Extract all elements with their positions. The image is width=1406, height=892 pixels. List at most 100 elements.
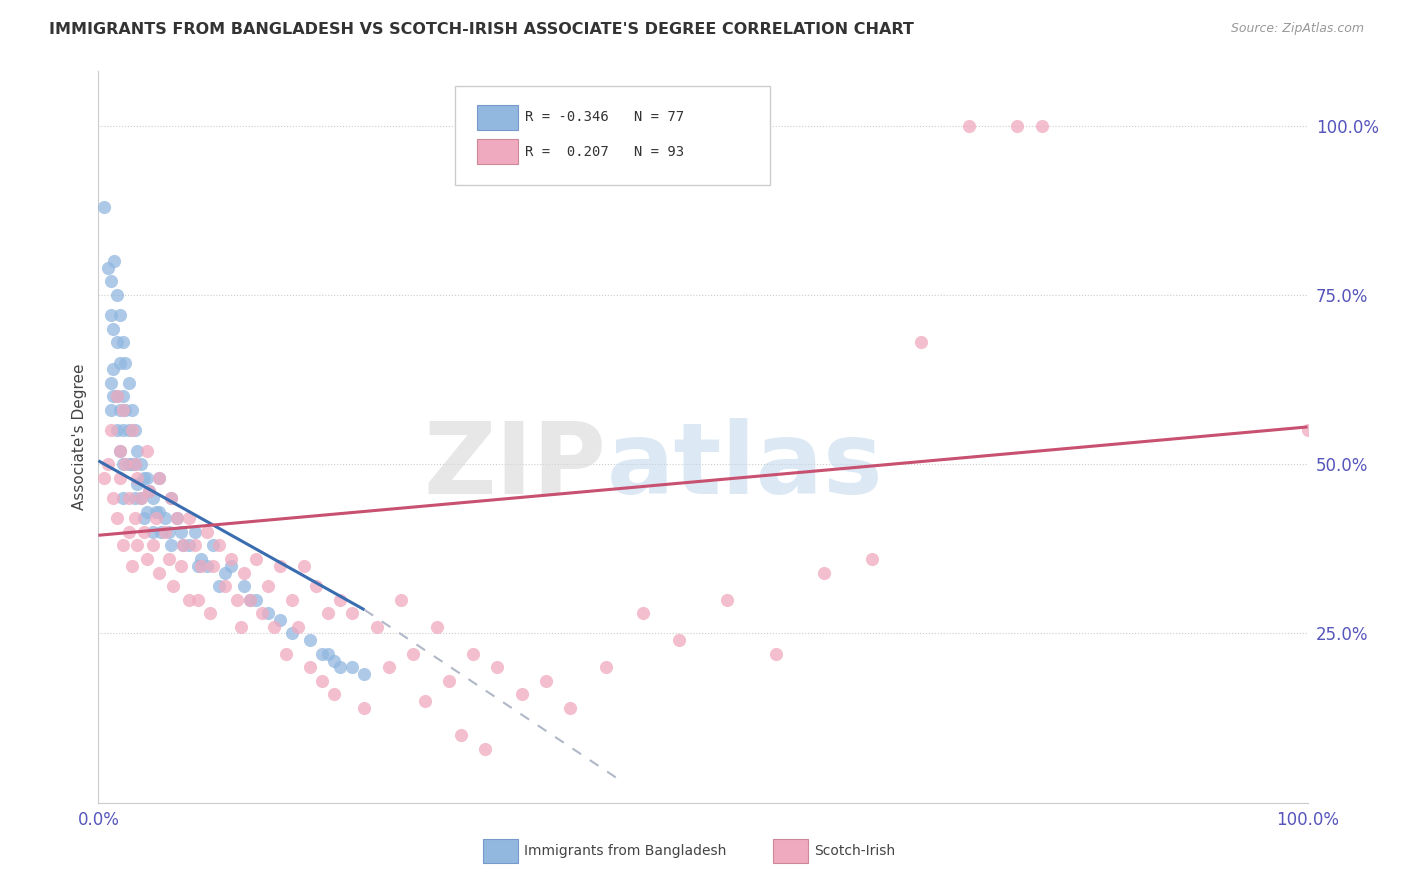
Point <box>232 566 254 580</box>
Point <box>124 423 146 437</box>
Text: R = -0.346   N = 77: R = -0.346 N = 77 <box>526 111 685 125</box>
Point <box>127 477 149 491</box>
Point <box>813 566 835 580</box>
Point <box>292 558 315 573</box>
Point <box>160 491 183 505</box>
Point <box>101 362 124 376</box>
Point <box>1296 423 1319 437</box>
Point <box>187 592 209 607</box>
Point <box>118 376 141 390</box>
Point <box>202 558 225 573</box>
Point <box>105 389 128 403</box>
Point <box>172 538 194 552</box>
Point <box>202 538 225 552</box>
Point <box>118 423 141 437</box>
Point <box>148 471 170 485</box>
Point <box>150 524 173 539</box>
Point <box>93 471 115 485</box>
Point <box>114 403 136 417</box>
Point <box>486 660 509 674</box>
Point <box>100 274 122 288</box>
Point <box>153 511 176 525</box>
FancyBboxPatch shape <box>477 105 517 130</box>
Point <box>269 558 291 573</box>
Point <box>111 389 134 403</box>
FancyBboxPatch shape <box>773 839 808 863</box>
Point <box>208 579 231 593</box>
Point <box>114 355 136 369</box>
Point <box>299 660 322 674</box>
Point <box>134 511 156 525</box>
Point <box>195 524 218 539</box>
Point <box>463 647 485 661</box>
Point <box>329 660 352 674</box>
Point <box>153 524 176 539</box>
Point <box>111 335 134 350</box>
Point <box>100 403 122 417</box>
Point <box>299 633 322 648</box>
Point <box>166 511 188 525</box>
Point <box>716 592 738 607</box>
Point <box>437 673 460 688</box>
Point <box>413 694 436 708</box>
Text: ZIP: ZIP <box>423 417 606 515</box>
Point <box>245 592 267 607</box>
Point <box>179 511 201 525</box>
Point <box>100 423 122 437</box>
FancyBboxPatch shape <box>482 839 517 863</box>
Point <box>101 491 124 505</box>
Point <box>245 552 267 566</box>
Point <box>184 538 207 552</box>
Point <box>111 491 134 505</box>
Point <box>148 505 170 519</box>
Point <box>474 741 496 756</box>
Point <box>127 443 149 458</box>
Point <box>910 335 932 350</box>
Point <box>389 592 412 607</box>
Point <box>190 552 212 566</box>
Point <box>426 620 449 634</box>
Point <box>142 524 165 539</box>
Point <box>121 457 143 471</box>
Point <box>129 457 152 471</box>
Point <box>957 119 980 133</box>
Point <box>105 511 128 525</box>
Point <box>311 673 333 688</box>
Point <box>190 558 212 573</box>
Point <box>353 701 375 715</box>
Point <box>93 200 115 214</box>
Point <box>558 701 581 715</box>
Point <box>269 613 291 627</box>
Point <box>860 552 883 566</box>
Point <box>114 457 136 471</box>
Point <box>195 558 218 573</box>
Point <box>221 552 243 566</box>
Point <box>214 579 236 593</box>
Point <box>134 471 156 485</box>
Point <box>160 491 183 505</box>
Point <box>187 558 209 573</box>
Point <box>108 308 131 322</box>
Point <box>342 606 364 620</box>
Point <box>232 579 254 593</box>
Point <box>316 606 339 620</box>
Point <box>157 524 180 539</box>
Point <box>142 538 165 552</box>
Point <box>129 491 152 505</box>
Point <box>121 403 143 417</box>
Point <box>145 511 167 525</box>
Point <box>97 260 120 275</box>
Point <box>668 633 690 648</box>
Point <box>145 505 167 519</box>
Text: Scotch-Irish: Scotch-Irish <box>814 844 896 858</box>
Point <box>239 592 262 607</box>
Point <box>108 443 131 458</box>
Point <box>1031 119 1053 133</box>
Point <box>323 654 346 668</box>
Point <box>353 667 375 681</box>
Point <box>162 579 184 593</box>
Point <box>305 579 328 593</box>
Point <box>179 592 201 607</box>
Point <box>595 660 617 674</box>
Point <box>108 443 131 458</box>
